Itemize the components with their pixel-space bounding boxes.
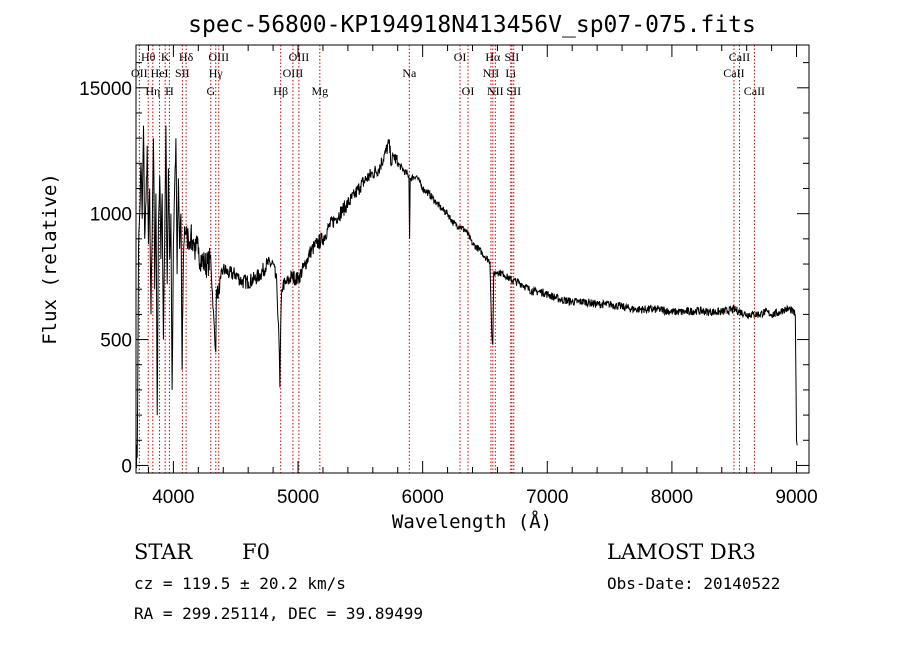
emission-line-label: G	[206, 84, 215, 98]
plot-frame	[135, 44, 810, 474]
x-tick-label: 5000	[277, 487, 319, 508]
axis-ticks: 4000 5000 6000 7000 8000 9000 0 500 1000 15000	[79, 45, 818, 508]
object-class: STAR	[134, 540, 193, 564]
x-tick-label: 8000	[651, 487, 693, 508]
emission-line-label: Hβ	[273, 84, 288, 98]
emission-line-label: SII	[506, 84, 521, 98]
emission-line-label: OIII	[289, 50, 310, 64]
emission-line-label: NII	[487, 84, 504, 98]
x-tick-label: 6000	[402, 487, 444, 508]
emission-line-label: HeI	[151, 66, 169, 80]
emission-line-label: OII	[131, 66, 148, 80]
emission-line-label: OIII	[208, 50, 229, 64]
emission-line-label: Hα	[485, 50, 501, 64]
emission-line-label: OI	[454, 50, 467, 64]
y-tick-label: 15000	[79, 79, 132, 100]
sky-coordinates: RA = 299.25114, DEC = 39.89499	[134, 604, 423, 623]
emission-line-label: OIII	[283, 66, 304, 80]
emission-line-label: H	[165, 84, 174, 98]
emission-line-label: SII	[175, 66, 190, 80]
x-tick-label: 7000	[526, 487, 568, 508]
redshift-velocity: cz = 119.5 ± 20.2 km/s	[134, 574, 346, 593]
y-tick-label: 1000	[90, 205, 132, 226]
emission-line-label: CaII	[729, 50, 750, 64]
emission-line-label: SII	[505, 50, 520, 64]
emission-line-label: OI	[462, 84, 475, 98]
emission-line-label: Hη	[145, 84, 160, 98]
series-layer	[135, 125, 798, 469]
emission-line-label: CaII	[723, 66, 744, 80]
y-axis-label: Flux (relative)	[39, 173, 61, 345]
object-subclass: F0	[242, 540, 270, 564]
emission-line-label: Mg	[311, 84, 328, 98]
emission-line-markers: OIIHθHηHeIKHSIIHδGHγOIIIHβOIIIOIIIMgNaOI…	[131, 45, 765, 473]
emission-line-label: Hγ	[209, 66, 224, 80]
emission-line-label: NII	[483, 66, 500, 80]
emission-line-label: Hθ	[141, 50, 156, 64]
x-tick-label: 9000	[775, 487, 817, 508]
x-tick-label: 4000	[152, 487, 194, 508]
y-tick-label: 0	[121, 456, 132, 477]
spectrum-line	[135, 125, 798, 469]
emission-line-label: Na	[402, 66, 417, 80]
chart-title: spec-56800-KP194918N413456V_sp07-075.fit…	[188, 12, 756, 38]
emission-line-label: K	[161, 50, 170, 64]
emission-line-label: Li	[505, 66, 516, 80]
y-tick-label: 500	[100, 331, 132, 352]
emission-line-label: Hδ	[179, 50, 194, 64]
survey-name: LAMOST DR3	[607, 540, 756, 564]
x-axis-label: Wavelength (Å)	[392, 510, 552, 533]
observation-date: Obs-Date: 20140522	[607, 574, 780, 593]
emission-line-label: CaII	[744, 84, 765, 98]
